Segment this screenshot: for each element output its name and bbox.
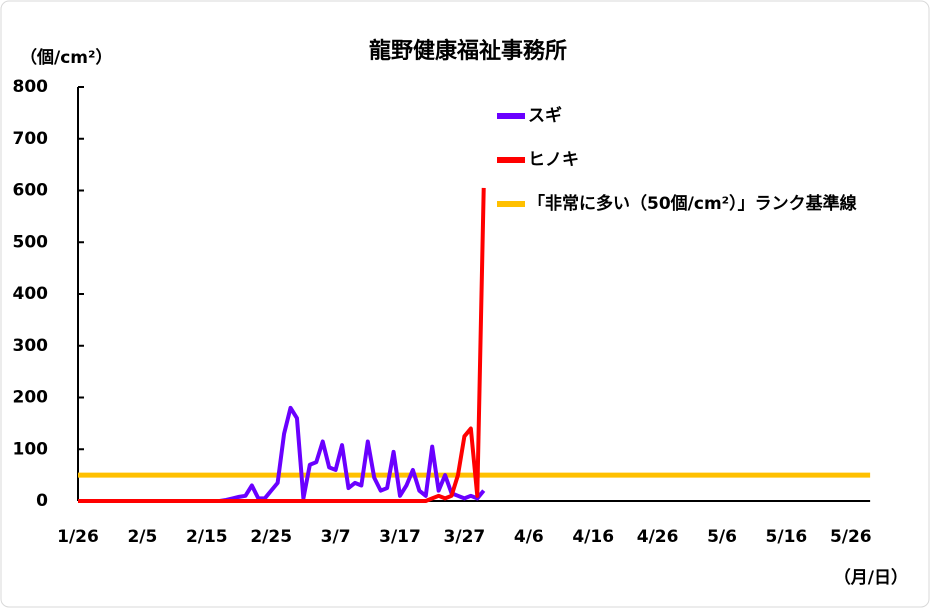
x-tick-label: 3/7 [321,527,351,547]
x-tick-label: 5/16 [766,527,808,547]
x-tick-label: 5/6 [707,527,737,547]
x-tick-label: 5/26 [830,527,872,547]
x-tick-label: 3/17 [379,527,421,547]
x-tick-label: 2/25 [250,527,292,547]
y-tick-label: 700 [13,129,49,149]
y-tick-label: 0 [36,491,48,511]
x-tick-label: 2/15 [186,527,228,547]
x-tick-label: 2/5 [127,527,157,547]
y-tick-label: 500 [13,232,49,252]
y-tick-label: 400 [13,284,49,304]
y-axis-label: （個/cm²） [20,47,112,68]
chart-title: 龍野健康福祉事務所 [369,38,567,64]
y-tick-label: 300 [13,336,49,356]
y-tick-label: 800 [13,77,49,97]
x-tick-label: 1/26 [57,527,99,547]
x-tick-label: 3/27 [444,527,486,547]
x-tick-label: 4/26 [637,527,679,547]
y-tick-label: 600 [13,181,49,201]
y-tick-label: 100 [13,439,49,459]
legend-label: ヒノキ [528,150,579,170]
y-tick-label: 200 [13,388,49,408]
legend-label: スギ [528,106,562,126]
legend-label: 「非常に多い（50個/cm²）」ランク基準線 [528,193,857,214]
x-axis-label: （月/日） [834,567,908,588]
x-tick-label: 4/6 [514,527,544,547]
series-line [78,187,486,503]
x-tick-label: 4/16 [572,527,614,547]
